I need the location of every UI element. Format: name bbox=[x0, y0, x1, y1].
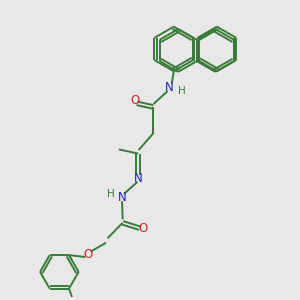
Text: O: O bbox=[83, 248, 92, 260]
Text: H: H bbox=[107, 189, 115, 199]
Text: O: O bbox=[138, 222, 147, 235]
Text: N: N bbox=[134, 172, 142, 185]
Text: O: O bbox=[130, 94, 139, 107]
Text: H: H bbox=[178, 85, 186, 96]
Text: N: N bbox=[165, 81, 174, 94]
Text: N: N bbox=[118, 191, 127, 204]
